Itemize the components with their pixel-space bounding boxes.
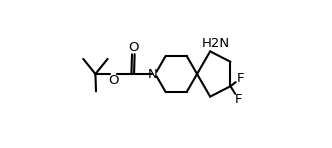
Text: H2N: H2N bbox=[201, 37, 229, 50]
Text: N: N bbox=[148, 67, 157, 81]
Text: F: F bbox=[237, 72, 244, 85]
Text: O: O bbox=[128, 41, 138, 54]
Text: O: O bbox=[108, 74, 119, 87]
Text: F: F bbox=[235, 93, 242, 106]
